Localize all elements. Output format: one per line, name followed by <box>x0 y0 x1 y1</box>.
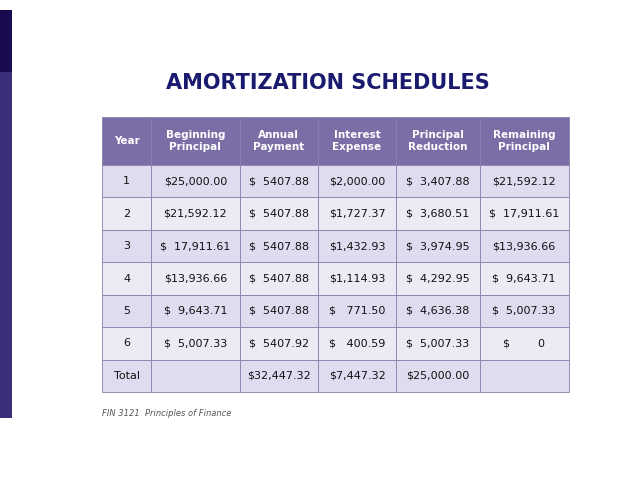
Text: $  9,643.71: $ 9,643.71 <box>492 274 556 284</box>
Text: $2,000.00: $2,000.00 <box>329 176 385 186</box>
Bar <box>240 262 318 295</box>
Text: $  17,911.61: $ 17,911.61 <box>160 241 230 251</box>
Text: 3: 3 <box>123 241 130 251</box>
Bar <box>240 327 318 360</box>
Text: $  3,974.95: $ 3,974.95 <box>406 241 470 251</box>
Bar <box>151 295 240 327</box>
Bar <box>102 230 151 262</box>
Bar <box>318 295 396 327</box>
Bar <box>318 360 396 392</box>
Text: $  5,007.33: $ 5,007.33 <box>492 306 556 316</box>
Bar <box>479 230 568 262</box>
Bar <box>318 117 396 165</box>
Bar <box>102 360 151 392</box>
Text: $13,936.66: $13,936.66 <box>164 274 227 284</box>
Bar <box>318 165 396 197</box>
Text: $  5407.88: $ 5407.88 <box>249 241 309 251</box>
Bar <box>318 262 396 295</box>
Text: Remaining
Principal: Remaining Principal <box>493 130 556 152</box>
Bar <box>396 327 479 360</box>
Text: 5: 5 <box>123 306 130 316</box>
Bar <box>396 165 479 197</box>
Text: FIN 3121  Principles of Finance: FIN 3121 Principles of Finance <box>102 409 232 418</box>
Bar <box>240 295 318 327</box>
Text: $  5407.88: $ 5407.88 <box>249 176 309 186</box>
Bar <box>102 197 151 230</box>
Bar <box>318 327 396 360</box>
Bar <box>240 117 318 165</box>
Text: $  3,407.88: $ 3,407.88 <box>406 176 470 186</box>
Bar <box>396 262 479 295</box>
Text: $  3,680.51: $ 3,680.51 <box>406 209 470 218</box>
Bar <box>479 117 568 165</box>
Bar <box>240 230 318 262</box>
Text: $  5407.92: $ 5407.92 <box>249 338 309 348</box>
Bar <box>151 327 240 360</box>
Text: 6: 6 <box>123 338 130 348</box>
Bar <box>318 197 396 230</box>
Bar <box>102 165 151 197</box>
Text: $  17,911.61: $ 17,911.61 <box>489 209 559 218</box>
Text: $25,000.00: $25,000.00 <box>406 371 470 381</box>
Bar <box>396 295 479 327</box>
Text: Total: Total <box>113 371 140 381</box>
Bar <box>102 327 151 360</box>
Text: $  5407.88: $ 5407.88 <box>249 209 309 218</box>
Bar <box>479 295 568 327</box>
Text: $25,000.00: $25,000.00 <box>164 176 227 186</box>
Bar <box>479 165 568 197</box>
Bar <box>479 262 568 295</box>
Bar <box>151 230 240 262</box>
Text: $21,592.12: $21,592.12 <box>492 176 556 186</box>
Text: Principal
Reduction: Principal Reduction <box>408 130 468 152</box>
Text: Year: Year <box>114 136 140 146</box>
Text: $  9,643.71: $ 9,643.71 <box>164 306 227 316</box>
Bar <box>396 197 479 230</box>
Text: $1,727.37: $1,727.37 <box>329 209 385 218</box>
Text: $  5407.88: $ 5407.88 <box>249 274 309 284</box>
Text: 4: 4 <box>123 274 130 284</box>
Text: $  4,636.38: $ 4,636.38 <box>406 306 470 316</box>
Text: $        0: $ 0 <box>503 338 545 348</box>
Bar <box>479 360 568 392</box>
Text: $   771.50: $ 771.50 <box>329 306 385 316</box>
Text: 2: 2 <box>123 209 130 218</box>
Text: $13,936.66: $13,936.66 <box>492 241 556 251</box>
Text: Annual
Payment: Annual Payment <box>253 130 305 152</box>
Text: $  5,007.33: $ 5,007.33 <box>406 338 470 348</box>
Text: $1,432.93: $1,432.93 <box>329 241 385 251</box>
Bar <box>396 230 479 262</box>
Bar <box>151 360 240 392</box>
Bar <box>151 117 240 165</box>
Text: $7,447.32: $7,447.32 <box>328 371 385 381</box>
Text: Interest
Expense: Interest Expense <box>332 130 381 152</box>
Bar <box>151 197 240 230</box>
Bar <box>479 327 568 360</box>
Text: $   400.59: $ 400.59 <box>329 338 385 348</box>
Bar <box>240 197 318 230</box>
Text: AMORTIZATION SCHEDULES: AMORTIZATION SCHEDULES <box>166 73 490 94</box>
Bar <box>318 230 396 262</box>
Text: $  5,007.33: $ 5,007.33 <box>164 338 227 348</box>
Bar <box>240 165 318 197</box>
Bar <box>479 197 568 230</box>
Bar <box>240 360 318 392</box>
Text: Beginning
Principal: Beginning Principal <box>166 130 225 152</box>
Bar <box>151 165 240 197</box>
Bar <box>102 117 151 165</box>
Text: $1,114.93: $1,114.93 <box>329 274 385 284</box>
Text: 1: 1 <box>123 176 130 186</box>
Bar <box>102 262 151 295</box>
Bar <box>396 117 479 165</box>
Text: $32,447.32: $32,447.32 <box>247 371 310 381</box>
Text: $21,592.12: $21,592.12 <box>163 209 227 218</box>
Bar <box>102 295 151 327</box>
Bar <box>396 360 479 392</box>
Text: $  5407.88: $ 5407.88 <box>249 306 309 316</box>
Bar <box>151 262 240 295</box>
Text: $  4,292.95: $ 4,292.95 <box>406 274 470 284</box>
